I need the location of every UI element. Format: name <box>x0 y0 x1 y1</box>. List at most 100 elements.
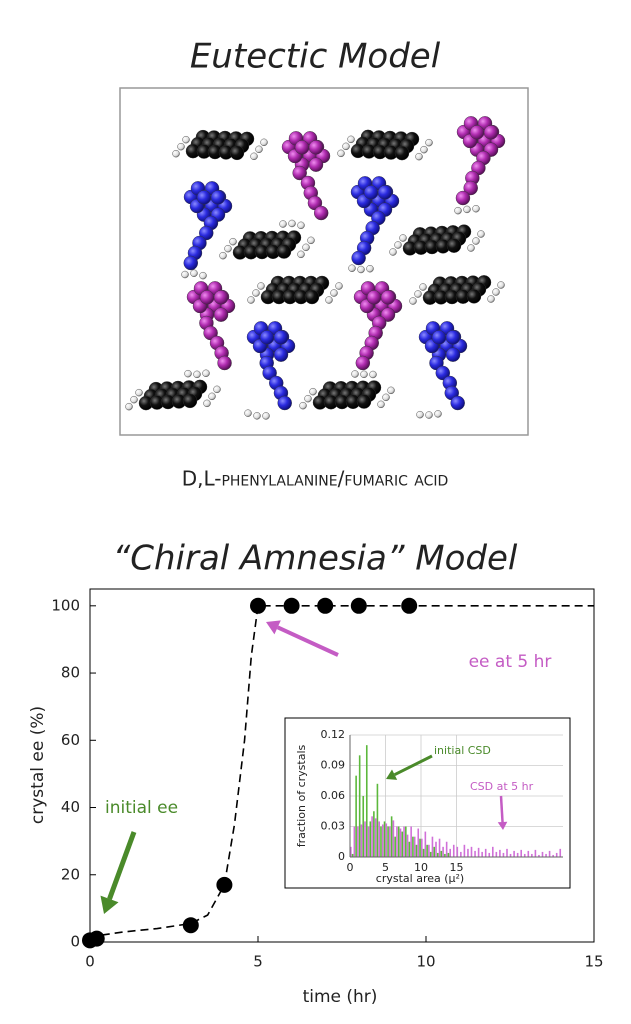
bar <box>555 852 558 857</box>
atom <box>247 296 255 304</box>
crystal-structure <box>125 116 506 420</box>
bar <box>392 820 395 857</box>
bar <box>350 846 352 857</box>
bar <box>353 826 356 857</box>
bar <box>371 816 373 857</box>
atom <box>224 244 232 253</box>
bar <box>538 854 540 857</box>
atom <box>369 370 377 379</box>
x-tick-label: 10 <box>414 861 428 874</box>
bar <box>545 853 547 857</box>
bar <box>415 844 418 857</box>
bar <box>428 844 430 857</box>
atom <box>455 190 471 206</box>
atom <box>203 399 211 408</box>
atom <box>181 270 189 279</box>
bar <box>357 826 359 857</box>
atom <box>199 225 214 241</box>
atom <box>273 347 289 362</box>
y-tick-label: 0 <box>70 933 80 951</box>
y-tick-label: 0.09 <box>321 759 346 772</box>
bar <box>383 821 386 857</box>
atom <box>297 221 305 230</box>
bar <box>351 853 354 857</box>
atom <box>273 330 289 345</box>
atom <box>337 149 345 158</box>
atom <box>366 265 374 273</box>
atom <box>377 185 393 200</box>
bar <box>447 852 450 857</box>
annotation-arrow <box>499 795 504 823</box>
bar <box>380 826 382 857</box>
bar <box>412 836 414 857</box>
data-point <box>216 876 233 893</box>
y-tick-label: 100 <box>51 596 80 614</box>
atom <box>382 393 390 402</box>
bar <box>541 851 544 857</box>
atom <box>483 125 499 140</box>
atom <box>255 145 263 154</box>
bar <box>481 851 483 857</box>
inset-y-axis-label: fraction of crystals <box>295 744 308 847</box>
atom <box>229 237 237 246</box>
bar <box>516 852 519 857</box>
bar <box>495 851 498 857</box>
bar <box>413 836 416 857</box>
bar <box>436 852 439 857</box>
atom <box>288 219 296 228</box>
atom <box>213 307 229 322</box>
atom <box>415 152 423 161</box>
atom <box>487 295 495 303</box>
bar <box>435 841 437 857</box>
atom <box>252 289 260 297</box>
atom <box>389 248 397 256</box>
bar <box>460 851 462 857</box>
atom <box>135 388 143 397</box>
y-tick-label: 40 <box>61 798 80 816</box>
atom <box>262 365 277 381</box>
bar <box>445 841 448 857</box>
atom <box>202 369 210 377</box>
atom <box>292 165 307 181</box>
chart-title: “Chiral Amnesia” Model <box>113 539 518 579</box>
bar <box>559 848 562 857</box>
section-title: Eutectic Model <box>190 37 441 77</box>
atom <box>199 271 207 280</box>
bar <box>406 834 409 857</box>
bar <box>463 844 466 857</box>
atom <box>213 290 229 305</box>
atom <box>325 296 333 304</box>
data-point <box>401 597 418 614</box>
y-tick-label: 20 <box>61 865 80 883</box>
atom <box>467 244 475 252</box>
x-tick-label: 10 <box>416 953 435 971</box>
bar <box>513 850 515 857</box>
atom <box>416 410 424 419</box>
bar <box>410 826 412 857</box>
bar <box>417 828 420 857</box>
bar <box>408 841 411 857</box>
annotation: initial CSD <box>434 744 491 757</box>
atom <box>302 243 310 252</box>
bar <box>381 824 384 857</box>
bar <box>373 811 375 857</box>
arrow-head <box>497 821 508 830</box>
bar <box>362 796 365 857</box>
annotation-arrow <box>276 625 339 657</box>
bar <box>484 848 487 857</box>
atom <box>472 205 480 213</box>
bar <box>433 846 436 857</box>
atom <box>363 185 379 200</box>
bar <box>552 854 554 857</box>
annotation-arrow <box>107 831 137 900</box>
bar <box>387 826 389 857</box>
x-tick-label: 5 <box>382 861 389 874</box>
atom <box>454 206 462 215</box>
data-point <box>350 597 367 614</box>
bar <box>429 851 432 857</box>
atom <box>348 264 356 272</box>
bar <box>419 838 421 857</box>
bar <box>374 818 377 857</box>
y-tick-label: 0.03 <box>321 820 346 833</box>
